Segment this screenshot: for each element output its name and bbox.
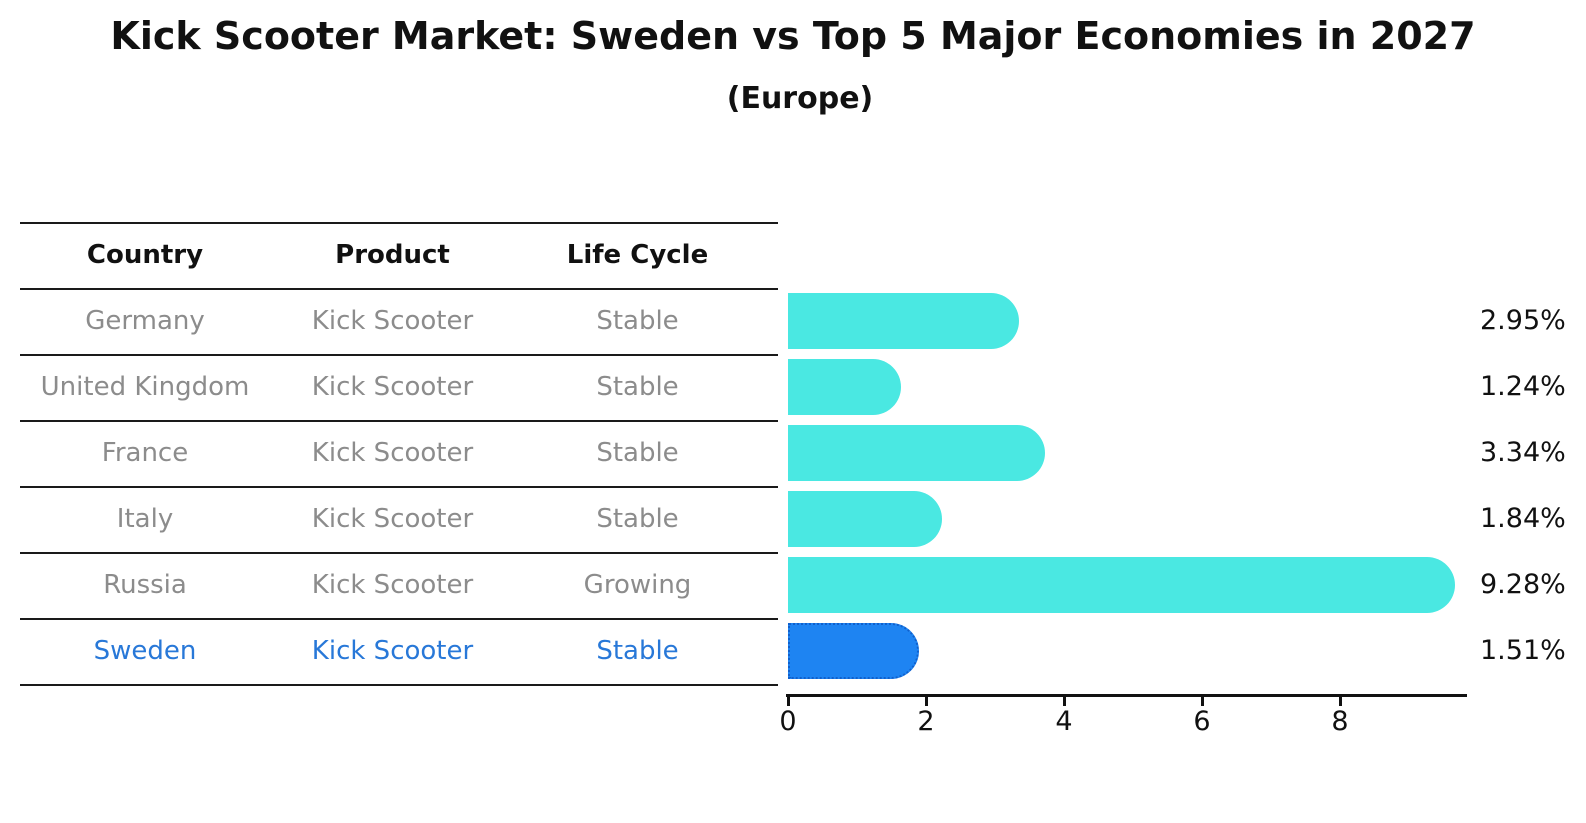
- country-cell: United Kingdom: [40, 372, 250, 402]
- column-header-product: Product: [335, 240, 450, 270]
- table-row-italy: Italy Kick Scooter Stable: [0, 486, 790, 552]
- value-label-sweden: 1.51%: [1480, 635, 1566, 666]
- value-label-russia: 9.28%: [1480, 569, 1566, 600]
- table-separator-line: [20, 618, 778, 620]
- country-cell: France: [101, 438, 189, 468]
- x-tick-label: 8: [1331, 706, 1349, 737]
- x-tick-label: 2: [917, 706, 935, 737]
- life-cycle-cell: Stable: [596, 306, 679, 336]
- x-tick-label: 4: [1055, 706, 1073, 737]
- table-row-russia: Russia Kick Scooter Growing: [0, 552, 790, 618]
- x-tick-mark: [786, 697, 790, 706]
- product-cell: Kick Scooter: [311, 504, 474, 534]
- table-separator-line: [20, 552, 778, 554]
- product-cell: Kick Scooter: [311, 372, 474, 402]
- x-tick-mark: [1338, 697, 1342, 706]
- product-cell: Kick Scooter: [311, 306, 474, 336]
- life-cycle-cell: Growing: [583, 570, 692, 600]
- bar-russia: [788, 557, 1456, 613]
- country-cell: Italy: [116, 504, 174, 534]
- life-cycle-cell: Stable: [596, 372, 679, 402]
- table-separator-line: [20, 486, 778, 488]
- table-separator-line: [20, 684, 778, 686]
- x-tick-mark: [1200, 697, 1204, 706]
- x-tick-label: 0: [779, 706, 797, 737]
- bar-sweden: [788, 623, 920, 679]
- x-tick-label: 6: [1193, 706, 1211, 737]
- chart-subtitle: (Europe): [726, 81, 874, 116]
- country-cell: Sweden: [93, 636, 197, 666]
- life-cycle-cell: Stable: [596, 438, 679, 468]
- bar-italy: [788, 491, 942, 547]
- country-cell: Russia: [103, 570, 187, 600]
- value-label-united-kingdom: 1.24%: [1480, 371, 1566, 402]
- value-label-italy: 1.84%: [1480, 503, 1566, 534]
- table-row-germany: Germany Kick Scooter Stable: [0, 288, 790, 354]
- country-cell: Germany: [85, 306, 205, 336]
- value-label-germany: 2.95%: [1480, 305, 1566, 336]
- table-separator-line: [20, 288, 778, 290]
- product-cell: Kick Scooter: [311, 570, 474, 600]
- column-header-life-cycle: Life Cycle: [566, 240, 709, 270]
- life-cycle-cell: Stable: [596, 636, 679, 666]
- x-axis-line: [786, 694, 1467, 697]
- life-cycle-cell: Stable: [596, 504, 679, 534]
- value-label-france: 3.34%: [1480, 437, 1566, 468]
- bar-france: [788, 425, 1046, 481]
- product-cell: Kick Scooter: [311, 636, 474, 666]
- bar-united-kingdom: [788, 359, 901, 415]
- table-separator-line: [20, 354, 778, 356]
- table-row-france: France Kick Scooter Stable: [0, 420, 790, 486]
- x-tick-mark: [924, 697, 928, 706]
- chart-title: Kick Scooter Market: Sweden vs Top 5 Maj…: [110, 14, 1476, 58]
- product-cell: Kick Scooter: [311, 438, 474, 468]
- column-header-country: Country: [86, 240, 204, 270]
- table-separator-line: [20, 420, 778, 422]
- table-separator-line: [20, 222, 778, 224]
- table-header-row: Country Product Life Cycle: [0, 222, 790, 288]
- bar-germany: [788, 293, 1019, 349]
- x-tick-mark: [1062, 697, 1066, 706]
- table-row-sweden: Sweden Kick Scooter Stable: [0, 618, 790, 684]
- table-row-united-kingdom: United Kingdom Kick Scooter Stable: [0, 354, 790, 420]
